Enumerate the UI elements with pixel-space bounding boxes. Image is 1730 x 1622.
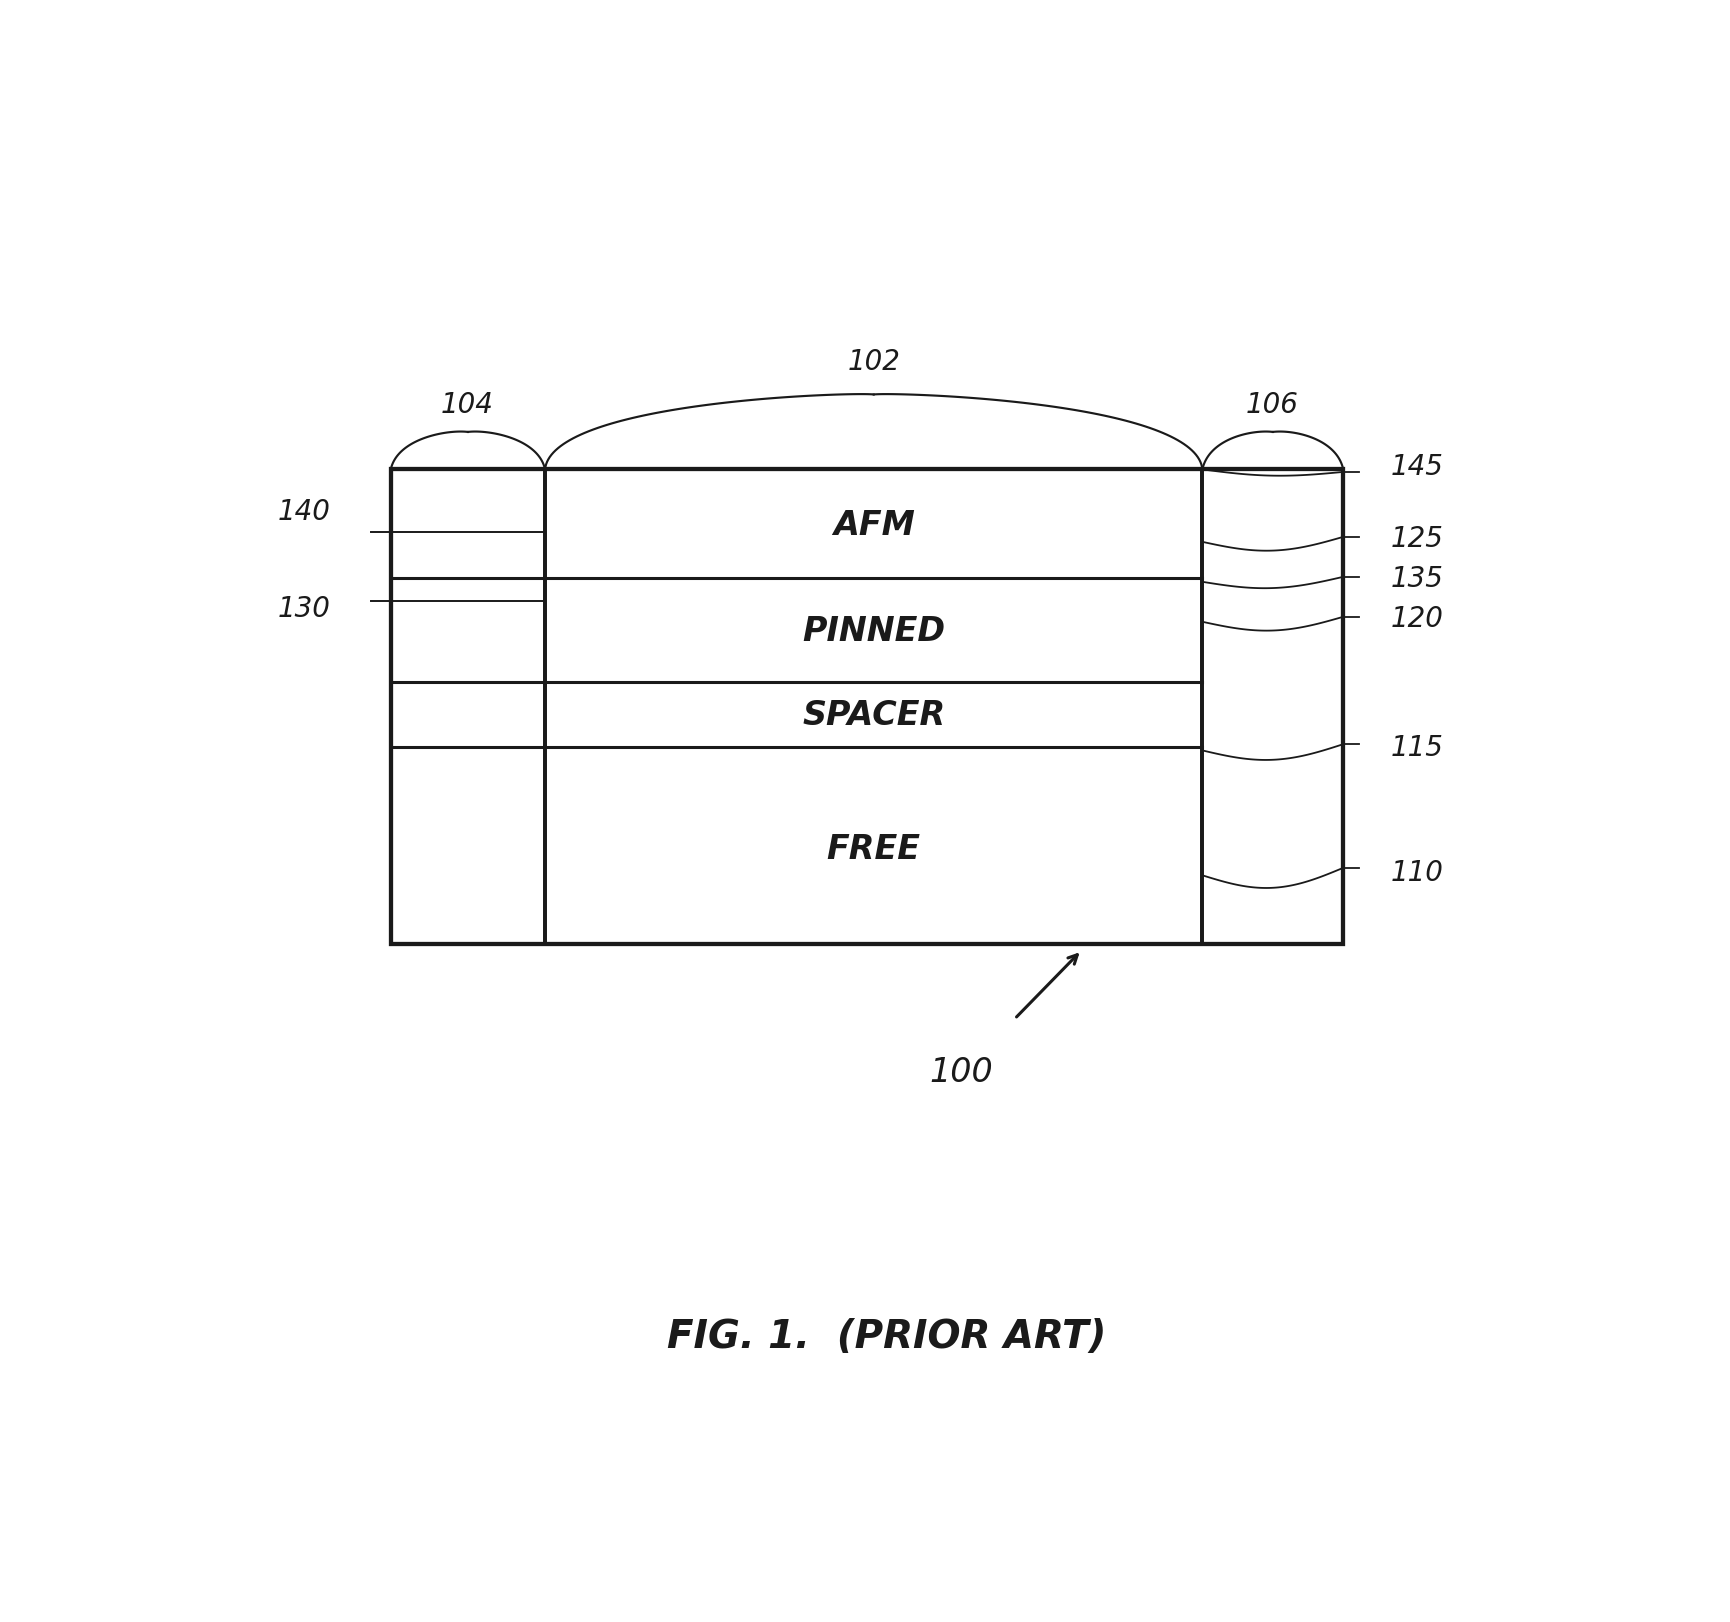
Text: FIG. 1.  (PRIOR ART): FIG. 1. (PRIOR ART) (668, 1319, 1105, 1356)
Text: PINNED: PINNED (801, 615, 945, 649)
Text: 135: 135 (1389, 566, 1443, 594)
Bar (391, 469, 1342, 944)
Text: SPACER: SPACER (801, 699, 945, 732)
Text: 130: 130 (277, 595, 330, 623)
Text: 104: 104 (441, 391, 493, 420)
Text: FREE: FREE (827, 832, 920, 866)
Text: 120: 120 (1389, 605, 1443, 633)
Text: 145: 145 (1389, 453, 1443, 480)
Text: 110: 110 (1389, 858, 1443, 887)
Text: 106: 106 (1246, 391, 1298, 420)
Text: AFM: AFM (832, 509, 913, 542)
Text: 100: 100 (929, 1056, 993, 1090)
Text: 102: 102 (846, 347, 900, 376)
Text: 115: 115 (1389, 733, 1443, 762)
Text: 125: 125 (1389, 526, 1443, 553)
Text: 140: 140 (277, 498, 330, 526)
